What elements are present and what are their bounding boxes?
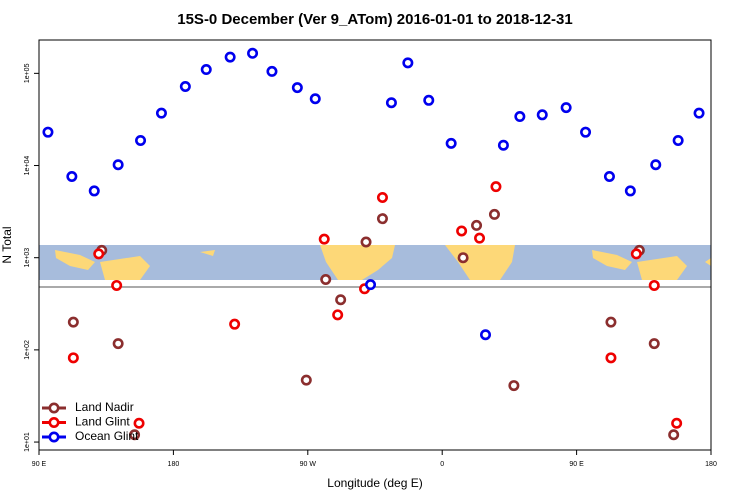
point	[445, 137, 457, 149]
x-tick-label: 90 W	[300, 461, 317, 468]
point	[66, 171, 78, 183]
point	[318, 233, 330, 245]
y-tick-label: 1e+01	[24, 432, 31, 452]
point	[648, 338, 660, 350]
point	[112, 338, 124, 350]
point	[624, 185, 636, 197]
y-axis-label: N Total	[0, 226, 14, 263]
point	[603, 171, 615, 183]
point	[291, 82, 303, 94]
point	[423, 94, 435, 106]
point	[111, 279, 123, 291]
point	[648, 279, 660, 291]
point	[88, 185, 100, 197]
point	[376, 191, 388, 203]
x-tick-label: 0	[440, 461, 444, 468]
point	[200, 64, 212, 76]
point	[247, 47, 259, 59]
point	[605, 316, 617, 328]
x-tick-label: 90 E	[32, 461, 47, 468]
point	[320, 274, 332, 286]
point	[514, 111, 526, 123]
point	[605, 352, 617, 364]
point	[456, 225, 468, 237]
point	[309, 93, 321, 105]
point	[580, 126, 592, 138]
point	[135, 134, 147, 146]
point	[332, 309, 344, 321]
y-tick-label: 1e+02	[24, 340, 31, 360]
point	[650, 159, 662, 171]
point	[488, 208, 500, 220]
point	[693, 107, 705, 119]
point	[155, 107, 167, 119]
x-axis-label: Longitude (deg E)	[327, 476, 422, 490]
point	[497, 139, 509, 151]
point	[672, 134, 684, 146]
y-tick-label: 1e+04	[24, 156, 31, 176]
point	[480, 329, 492, 341]
y-tick-label: 1e+03	[24, 248, 31, 268]
x-tick-label: 180	[705, 461, 717, 468]
point	[179, 80, 191, 92]
map-strip	[39, 245, 711, 280]
point	[490, 181, 502, 193]
plot-frame	[38, 39, 712, 451]
point	[360, 236, 372, 248]
point	[668, 429, 680, 441]
legend-marker	[48, 402, 60, 414]
point	[560, 102, 572, 114]
point	[133, 417, 145, 429]
point	[112, 159, 124, 171]
point	[474, 232, 486, 244]
point	[266, 65, 278, 77]
point	[67, 316, 79, 328]
point	[402, 57, 414, 69]
point	[471, 219, 483, 231]
point	[300, 374, 312, 386]
point	[129, 429, 141, 441]
chart-title: 15S-0 December (Ver 9_ATom) 2016-01-01 t…	[177, 11, 573, 28]
legend-marker	[48, 416, 60, 428]
legend-label: Ocean Glint	[75, 429, 139, 443]
legend-marker	[48, 431, 60, 443]
point	[365, 279, 377, 291]
y-tick-label: 1e+05	[24, 63, 31, 83]
point	[385, 97, 397, 109]
point	[508, 380, 520, 392]
point	[229, 318, 241, 330]
point	[42, 126, 54, 138]
point	[67, 352, 79, 364]
point	[671, 417, 683, 429]
legend-label: Land Nadir	[75, 400, 134, 414]
point	[630, 248, 642, 260]
x-tick-label: 90 E	[569, 461, 584, 468]
point	[335, 294, 347, 306]
point	[224, 51, 236, 63]
x-tick-label: 180	[168, 461, 180, 468]
point	[376, 213, 388, 225]
point	[93, 248, 105, 260]
point	[457, 252, 469, 264]
legend-label: Land Glint	[75, 415, 130, 429]
point	[536, 109, 548, 121]
